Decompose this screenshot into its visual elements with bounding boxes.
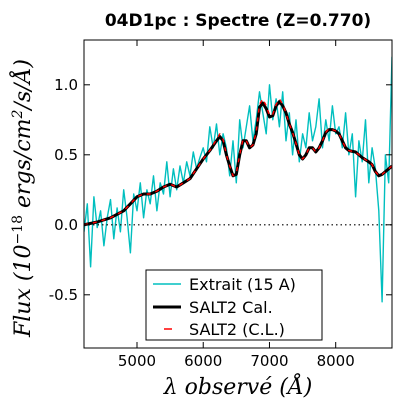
y-tick-label: 0.5	[54, 146, 78, 164]
y-tick-label: 0.0	[54, 216, 78, 234]
chart-title: 04D1pc : Spectre (Z=0.770)	[105, 11, 371, 31]
x-tick-label: 7000	[250, 352, 288, 370]
y-tick-label: 1.0	[54, 76, 78, 94]
ticks-layer: 5000 6000 7000 8000 -0.5 0.0 0.5 1.0	[49, 40, 392, 370]
series-line-0	[84, 56, 392, 303]
legend-label-salt2-cl: SALT2 (C.L.)	[189, 320, 285, 339]
y-tick-label: -0.5	[49, 286, 78, 304]
x-axis-label: λ observé (Å)	[163, 372, 313, 400]
legend: Extrait (15 A) SALT2 Cal. SALT2 (C.L.)	[145, 269, 323, 341]
series-line-1	[84, 100, 392, 227]
y-axis-label: Flux (10−18 ergs/cm2/s/Å)	[8, 59, 36, 338]
x-tick-label: 5000	[118, 352, 156, 370]
plot-frame	[83, 39, 393, 349]
legend-box	[145, 269, 323, 341]
legend-label-extrait: Extrait (15 A)	[189, 275, 296, 294]
legend-label-salt2-cal: SALT2 Cal.	[189, 298, 273, 317]
x-tick-label: 6000	[184, 352, 222, 370]
x-tick-label: 8000	[317, 352, 355, 370]
series-layer	[84, 56, 392, 303]
